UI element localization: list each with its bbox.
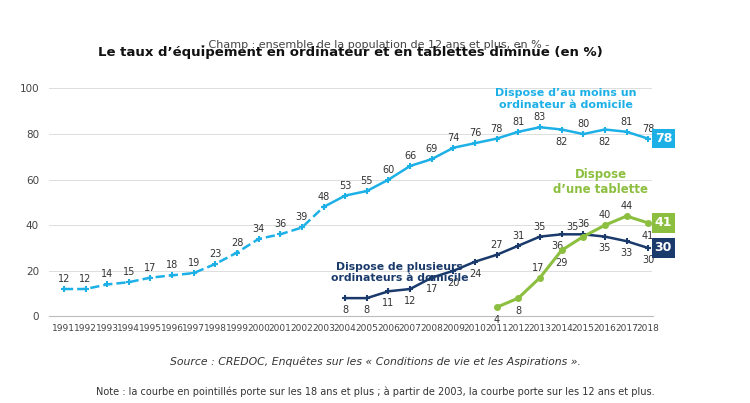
Text: Dispose
d’une tablette: Dispose d’une tablette (553, 168, 648, 196)
Text: 27: 27 (490, 240, 503, 250)
Text: 31: 31 (512, 231, 524, 241)
Text: 19: 19 (188, 258, 200, 268)
Text: 8: 8 (515, 306, 521, 316)
Text: 66: 66 (404, 151, 416, 161)
Text: 30: 30 (655, 241, 672, 255)
Text: 69: 69 (426, 144, 438, 154)
Text: 53: 53 (339, 181, 352, 191)
Text: 81: 81 (512, 117, 524, 127)
Text: 8: 8 (342, 305, 348, 315)
Text: 48: 48 (317, 192, 330, 202)
Text: 12: 12 (58, 274, 70, 284)
Text: 17: 17 (532, 263, 544, 272)
Text: 17: 17 (425, 285, 438, 295)
Text: - Champ : ensemble de la population de 12 ans et plus, en % -: - Champ : ensemble de la population de 1… (201, 40, 549, 50)
Text: 36: 36 (551, 241, 563, 251)
Text: 80: 80 (578, 119, 590, 129)
Text: 18: 18 (166, 260, 178, 270)
Text: Note : la courbe en pointillés porte sur les 18 ans et plus ; à partir de 2003, : Note : la courbe en pointillés porte sur… (96, 387, 654, 397)
Text: 76: 76 (469, 128, 482, 138)
Text: 41: 41 (642, 231, 654, 241)
Text: 81: 81 (620, 117, 633, 127)
Text: 36: 36 (274, 219, 286, 229)
Title: Le taux d’équipement en ordinateur et en tablettes diminue (en %): Le taux d’équipement en ordinateur et en… (98, 46, 603, 59)
Text: 41: 41 (655, 216, 672, 229)
Text: 34: 34 (253, 224, 265, 234)
Text: 12: 12 (80, 274, 92, 284)
Text: 24: 24 (469, 268, 482, 278)
Text: 83: 83 (534, 112, 546, 122)
Text: 82: 82 (556, 137, 568, 147)
Text: 15: 15 (123, 267, 135, 277)
Text: 40: 40 (598, 210, 611, 220)
Text: 12: 12 (404, 296, 416, 306)
Text: 11: 11 (382, 298, 394, 308)
Text: 8: 8 (364, 305, 370, 315)
Text: 82: 82 (598, 137, 611, 147)
Text: 74: 74 (447, 133, 460, 143)
Text: 33: 33 (620, 248, 633, 258)
Text: 78: 78 (655, 132, 672, 145)
Text: 35: 35 (598, 243, 611, 253)
Text: 60: 60 (382, 164, 394, 174)
Text: 23: 23 (209, 249, 221, 259)
Text: 35: 35 (534, 222, 546, 232)
Text: 36: 36 (578, 219, 590, 229)
Text: 55: 55 (361, 176, 373, 186)
Text: 30: 30 (642, 255, 654, 265)
Text: 78: 78 (642, 124, 654, 134)
Text: 4: 4 (494, 315, 500, 325)
Text: 39: 39 (296, 212, 308, 222)
Text: 29: 29 (556, 258, 568, 268)
Text: Dispose d’au moins un
ordinateur à domicile: Dispose d’au moins un ordinateur à domic… (495, 89, 637, 110)
Text: 28: 28 (231, 237, 243, 247)
Text: 78: 78 (490, 124, 503, 134)
Text: 44: 44 (620, 201, 633, 211)
Text: 20: 20 (447, 278, 460, 288)
Text: 35: 35 (566, 222, 578, 232)
Text: 14: 14 (101, 270, 113, 279)
Text: 17: 17 (144, 263, 157, 272)
Text: Dispose de plusieurs
ordinateurs à domicile: Dispose de plusieurs ordinateurs à domic… (331, 262, 468, 283)
Text: Source : CREDOC, Enquêtes sur les « Conditions de vie et les Aspirations ».: Source : CREDOC, Enquêtes sur les « Cond… (170, 357, 580, 367)
